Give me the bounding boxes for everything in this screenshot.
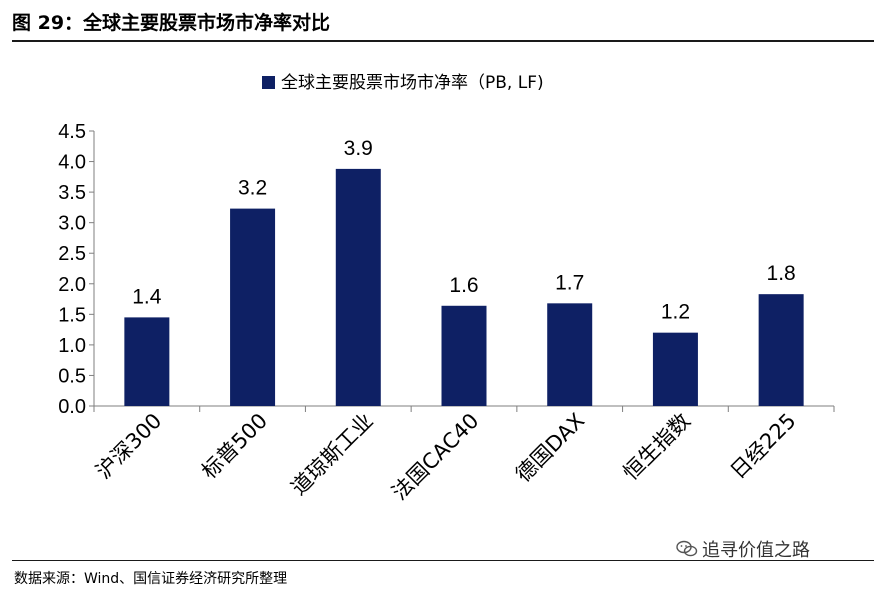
bar	[652, 332, 698, 406]
bar	[335, 168, 381, 406]
data-label: 1.2	[661, 301, 690, 324]
legend-label: 全球主要股票市场市净率（PB, LF)	[281, 73, 544, 93]
data-label: 1.4	[132, 285, 162, 308]
data-label: 1.6	[449, 274, 478, 297]
bar	[441, 305, 487, 406]
x-tick-label: 德国DAX	[511, 409, 589, 487]
footer-divider	[12, 560, 874, 561]
x-tick-label: 标普500	[197, 409, 272, 484]
y-tick-label: 3.5	[58, 182, 86, 204]
source-note: 数据来源：Wind、国信证券经济研究所整理	[14, 571, 288, 587]
figure-header: 图 29：全球主要股票市场市净率对比	[0, 0, 882, 42]
x-tick-label: 法国CAC40	[387, 409, 483, 505]
y-tick-label: 1.5	[58, 304, 86, 326]
data-label: 1.7	[555, 271, 584, 294]
y-tick-label: 2.5	[58, 243, 86, 265]
legend: 全球主要股票市场市净率（PB, LF)	[262, 73, 544, 93]
data-label: 3.9	[344, 137, 373, 160]
y-tick-label: 2.0	[58, 274, 86, 296]
y-tick-label: 3.0	[58, 213, 86, 235]
y-tick-label: 0.0	[58, 396, 86, 418]
x-tick-label: 沪深300	[91, 409, 166, 484]
header-divider	[12, 40, 874, 42]
legend-swatch	[262, 76, 275, 89]
bar	[547, 303, 593, 406]
x-tick-label: 道琼斯工业	[287, 409, 378, 500]
data-label: 3.2	[238, 177, 267, 200]
bar	[230, 208, 276, 406]
x-tick-label: 恒生指数	[619, 409, 695, 485]
figure-title: 图 29：全球主要股票市场市净率对比	[12, 12, 331, 34]
wechat-icon	[676, 540, 698, 563]
y-tick-label: 4.5	[58, 121, 86, 143]
data-label: 1.8	[767, 262, 796, 285]
bar	[758, 294, 804, 406]
watermark: 追寻价值之路	[676, 536, 810, 563]
watermark-text: 追寻价值之路	[702, 540, 810, 561]
y-tick-label: 1.0	[58, 335, 86, 357]
y-tick-label: 0.5	[58, 365, 86, 387]
x-tick-label: 日经225	[726, 409, 801, 484]
bar	[124, 317, 170, 406]
bar-chart: 全球主要股票市场市净率（PB, LF) 0.0 0.5 1.0 1.5 2.0 2.5 3.0…	[58, 73, 835, 505]
y-tick-label: 4.0	[58, 152, 86, 174]
